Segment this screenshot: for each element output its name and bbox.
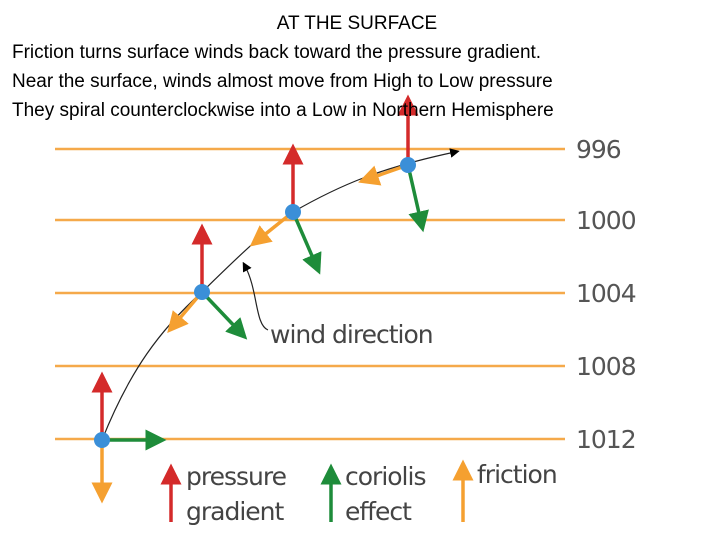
force-arrows — [91, 94, 429, 504]
legend-label: pressure — [186, 462, 287, 491]
legend-label: gradient — [186, 497, 285, 526]
coriolis-arrow — [291, 211, 322, 275]
isobar-label: 996 — [576, 135, 621, 164]
parcel — [94, 432, 110, 448]
coriolis-arrow — [200, 290, 248, 340]
legend-label: coriolis — [345, 462, 425, 491]
annotation: wind direction — [270, 320, 433, 349]
parcel — [194, 284, 210, 300]
legend-label: effect — [345, 497, 412, 526]
isobar-label: 1008 — [576, 352, 636, 381]
coriolis-arrow — [406, 164, 429, 233]
parcel — [400, 157, 416, 173]
header-line: Near the surface, winds almost move from… — [12, 71, 553, 92]
header-line: They spiral counterclockwise into a Low … — [12, 100, 554, 121]
isobar-label: 1004 — [576, 279, 636, 308]
legend: pressure gradient coriolis effect fricti… — [160, 459, 558, 526]
header-line: Friction turns surface winds back toward… — [12, 42, 541, 63]
wind-path — [101, 148, 460, 441]
parcel — [285, 204, 301, 220]
air-parcels — [94, 157, 416, 448]
isobar-label: 1012 — [576, 425, 636, 454]
isobar-label: 1000 — [576, 206, 636, 235]
title: AT THE SURFACE — [277, 13, 437, 34]
header: AT THE SURFACE Friction turns surface wi… — [12, 13, 554, 121]
legend-label: friction — [477, 460, 557, 489]
annotation-pointer — [242, 261, 269, 331]
isobars: 996 1000 1004 1008 1012 — [55, 135, 637, 454]
